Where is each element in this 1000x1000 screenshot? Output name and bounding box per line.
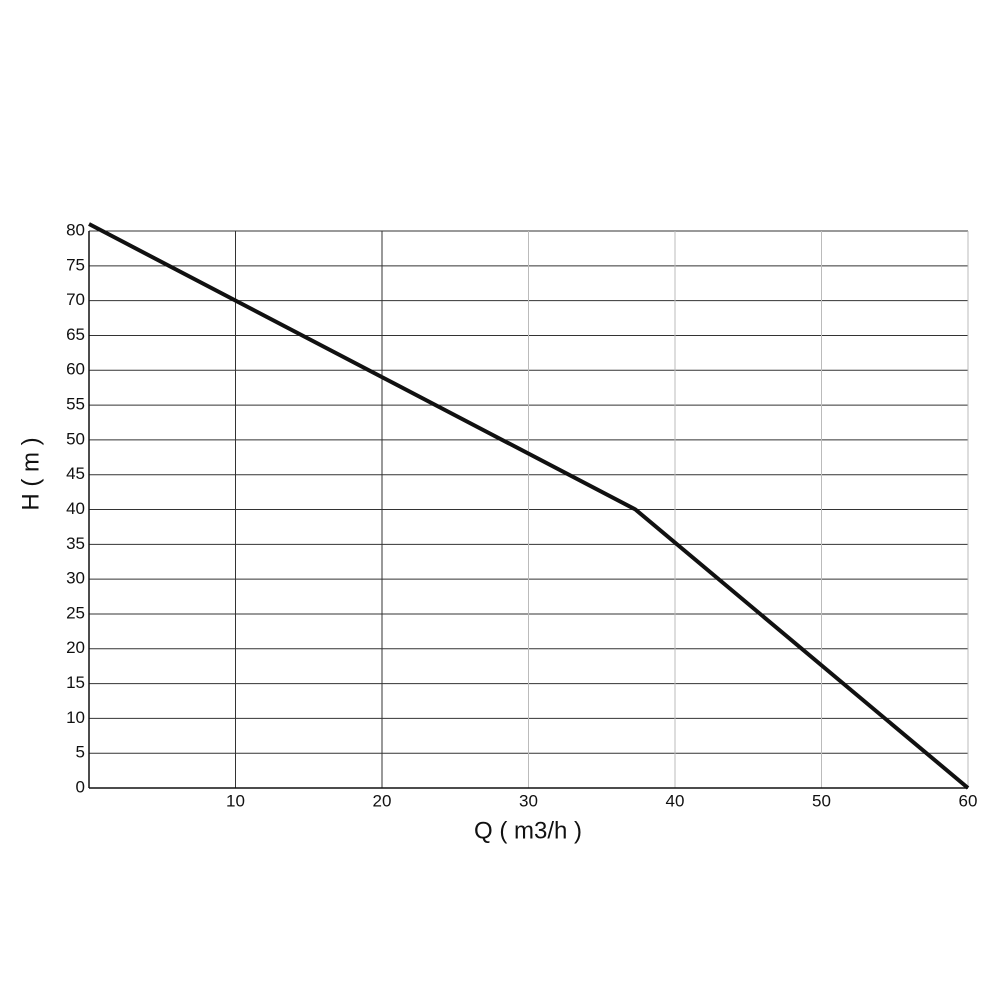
y-tick-label: 20 bbox=[66, 638, 85, 657]
y-axis-title: H ( m ) bbox=[17, 437, 44, 510]
y-tick-label: 15 bbox=[66, 673, 85, 692]
x-tick-label: 20 bbox=[373, 791, 392, 810]
x-tick-label: 10 bbox=[226, 791, 245, 810]
y-tick-label: 60 bbox=[66, 360, 85, 379]
y-tick-label: 30 bbox=[66, 569, 85, 588]
x-tick-label: 30 bbox=[519, 791, 538, 810]
x-tick-label: 50 bbox=[812, 791, 831, 810]
y-tick-label: 45 bbox=[66, 464, 85, 483]
y-tick-label: 50 bbox=[66, 429, 85, 448]
y-tick-label: 65 bbox=[66, 325, 85, 344]
x-tick-label: 60 bbox=[959, 791, 978, 810]
y-tick-label: 80 bbox=[66, 220, 85, 239]
x-tick-label: 40 bbox=[666, 791, 685, 810]
y-tick-label: 5 bbox=[76, 743, 85, 762]
data-line bbox=[88, 222, 970, 790]
y-tick-label: 10 bbox=[66, 708, 85, 727]
y-tick-label: 35 bbox=[66, 534, 85, 553]
y-tick-label: 75 bbox=[66, 255, 85, 274]
y-tick-label: 70 bbox=[66, 290, 85, 309]
x-axis-title: Q ( m3/h ) bbox=[474, 817, 582, 844]
y-tick-label: 25 bbox=[66, 603, 85, 622]
y-tick-label: 0 bbox=[76, 777, 85, 796]
y-tick-label: 55 bbox=[66, 395, 85, 414]
y-tick-label: 40 bbox=[66, 499, 85, 518]
